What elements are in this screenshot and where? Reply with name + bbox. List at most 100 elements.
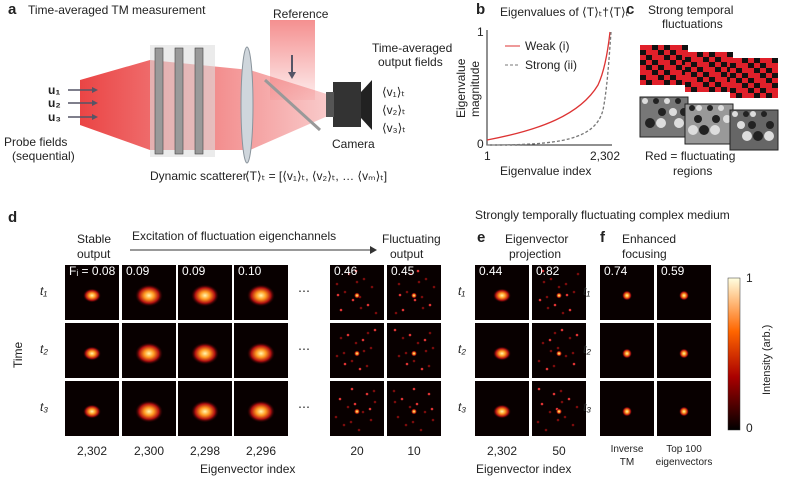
focus: [354, 350, 360, 357]
tile: [760, 58, 766, 63]
tile: [766, 58, 772, 63]
tile: [772, 68, 778, 73]
speckle: [423, 410, 427, 414]
speckle: [553, 303, 557, 307]
tile: [748, 58, 754, 63]
tile: [646, 60, 652, 65]
speckle: [575, 405, 579, 409]
focus: [556, 408, 562, 415]
equation: ⟨T⟩ₜ = [⟨v₁⟩ₜ, ⟨v₂⟩ₜ, … ⟨vₘ⟩ₜ]: [245, 169, 387, 183]
mode: [247, 400, 275, 423]
x-tick-label: 1: [484, 149, 491, 163]
tile: [754, 73, 760, 78]
speckle: [350, 359, 354, 363]
tile: [658, 55, 664, 60]
speckle: [392, 389, 396, 393]
speckle: [349, 420, 353, 424]
input-label: u₃: [48, 110, 61, 124]
speckle: [354, 269, 358, 273]
tile: [697, 57, 703, 62]
mode: [493, 404, 511, 419]
input-label: u₂: [48, 96, 61, 110]
column-label: Top 100: [666, 444, 702, 455]
speckle: [393, 328, 397, 332]
tile: [670, 75, 676, 80]
tile: [697, 87, 703, 92]
speckle: [335, 354, 339, 358]
tile: [658, 75, 664, 80]
speckle: [362, 349, 366, 353]
tile: [670, 60, 676, 65]
tile: [691, 72, 697, 77]
tile: [730, 88, 736, 93]
tile: [727, 52, 733, 57]
axis-label: Time: [11, 341, 25, 368]
tile: [703, 72, 709, 77]
tile: [670, 70, 676, 75]
panel-c-images: [639, 45, 779, 151]
tile: [715, 87, 721, 92]
tile: [766, 68, 772, 73]
grain: [653, 98, 659, 104]
speckle: [576, 272, 580, 276]
speckle: [346, 405, 350, 409]
tile: [697, 62, 703, 67]
tile: [748, 63, 754, 68]
speckle: [412, 359, 416, 363]
speckle: [430, 407, 434, 411]
tile: [760, 78, 766, 83]
speckle: [343, 362, 347, 366]
speckle: [374, 311, 378, 315]
label: output: [77, 247, 111, 261]
focus: [354, 408, 360, 415]
speckle: [334, 415, 338, 419]
tile: [676, 60, 682, 65]
tile: [697, 72, 703, 77]
label: regions: [673, 164, 712, 178]
label: Excitation of fluctuation eigenchannels: [132, 229, 336, 243]
tile: [748, 88, 754, 93]
grain: [694, 115, 702, 123]
tile: [766, 73, 772, 78]
tile: [691, 77, 697, 82]
mode: [493, 288, 511, 303]
focus: [679, 290, 689, 301]
output-label: ⟨v₁⟩ₜ: [382, 85, 405, 99]
tile: [760, 68, 766, 73]
speckle: [373, 328, 377, 332]
value-label: 0.74: [604, 264, 628, 278]
label: Probe fields: [4, 135, 67, 149]
speckle: [361, 410, 365, 414]
tile: [754, 58, 760, 63]
grain: [743, 111, 749, 117]
speckle: [420, 295, 424, 299]
speckle: [369, 418, 373, 422]
speckle: [359, 306, 363, 310]
tile: [685, 57, 691, 62]
tile: [736, 63, 742, 68]
tile: [652, 80, 658, 85]
speckle: [545, 367, 549, 371]
tile: [652, 75, 658, 80]
speckle: [417, 280, 421, 284]
grain: [732, 111, 738, 117]
tile: [754, 68, 760, 73]
tile: [721, 57, 727, 62]
speckle: [405, 362, 409, 366]
column-label: 50: [552, 444, 566, 458]
tile: [730, 68, 736, 73]
panel-letter: d: [8, 209, 17, 226]
tile: [736, 88, 742, 93]
grain: [696, 105, 702, 111]
value-label: 0.09: [126, 264, 150, 278]
grain: [761, 111, 767, 117]
tile: [772, 93, 778, 98]
tile: [664, 70, 670, 75]
speckle: [419, 428, 423, 432]
tile: [652, 55, 658, 60]
mode: [83, 346, 101, 361]
focus: [622, 406, 632, 417]
tile: [721, 72, 727, 77]
tile: [730, 93, 736, 98]
